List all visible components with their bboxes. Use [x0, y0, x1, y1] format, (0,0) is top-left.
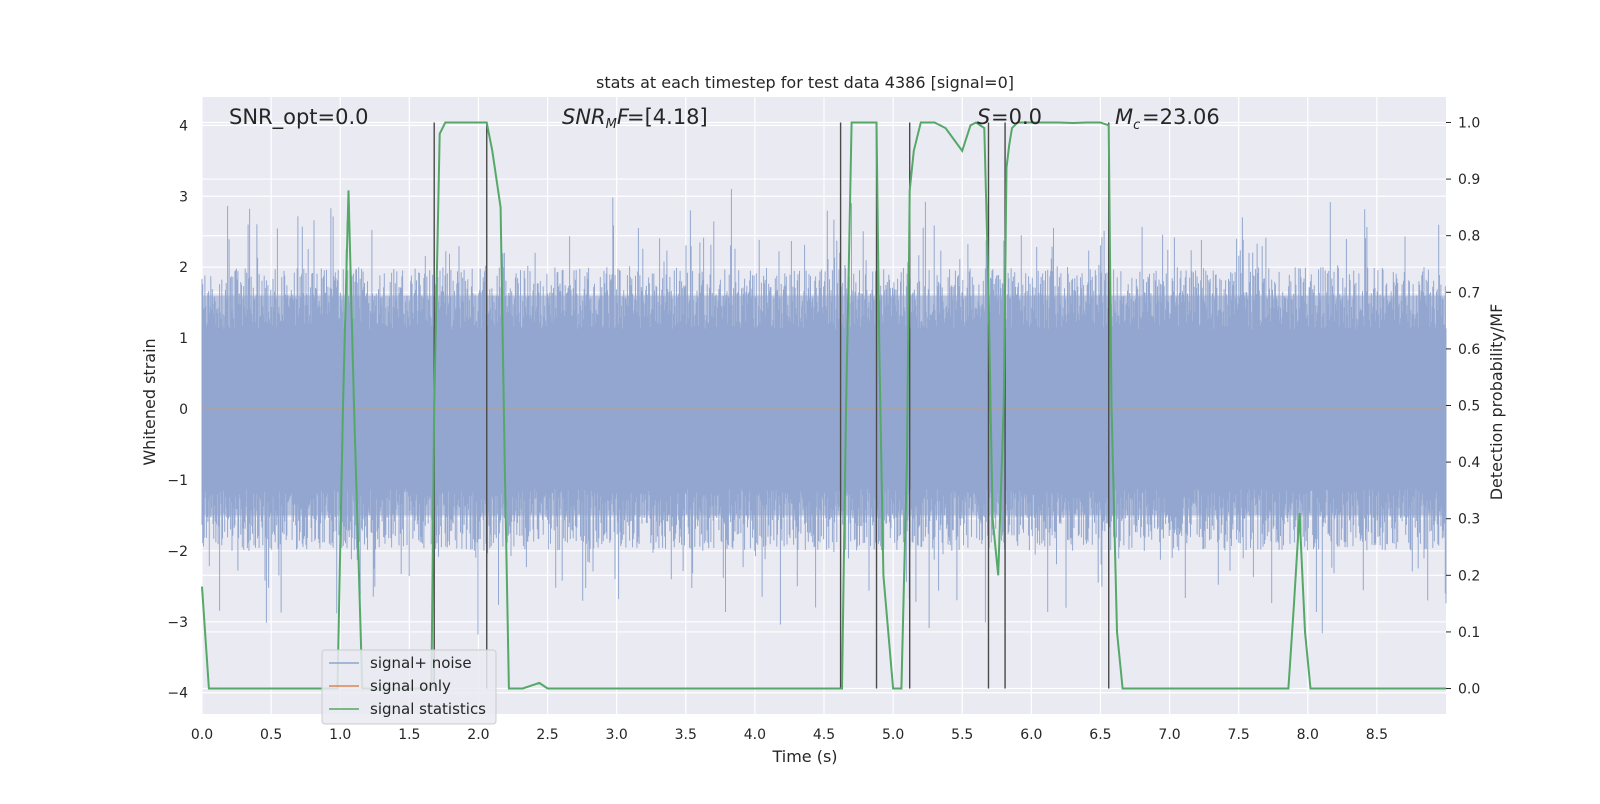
legend-label-noise: signal+ noise	[370, 654, 472, 672]
x-tick-label: 0.0	[191, 727, 213, 743]
x-tick-label: 8.5	[1366, 727, 1388, 743]
chart-title: stats at each timestep for test data 438…	[596, 73, 1014, 92]
y-tick-label-right: 0.7	[1458, 285, 1480, 301]
y-tick-label-right: 0.4	[1458, 455, 1480, 471]
y-tick-label-right: 0.8	[1458, 229, 1480, 245]
x-tick-label: 4.0	[744, 727, 766, 743]
annotation-snr-mf: SNRMF =[4.18]	[562, 105, 708, 132]
annotation-snr-mf-value: =[4.18]	[627, 105, 708, 129]
y-tick-label-right: 0.9	[1458, 172, 1480, 188]
annotation-mc-value: =23.06	[1142, 105, 1220, 129]
y-tick-label-right: 0.6	[1458, 342, 1480, 358]
legend: signal+ noise signal only signal statist…	[321, 649, 497, 725]
x-tick-label: 6.5	[1089, 727, 1111, 743]
x-tick-label: 5.5	[951, 727, 973, 743]
y-tick-label-right: 1.0	[1458, 115, 1480, 131]
y-tick-label-left: 2	[179, 260, 188, 276]
y-tick-label-left: 1	[179, 331, 188, 347]
y-ticks-right: 1.0 0.9 0.8 0.7 0.6 0.5 0.4 0.3 0.2 0.1 0.0	[1446, 115, 1480, 698]
legend-label-statistics: signal statistics	[370, 700, 486, 718]
legend-label-signal-only: signal only	[370, 677, 451, 695]
y-tick-label-left: −4	[167, 686, 188, 702]
x-tick-label: 2.5	[536, 727, 558, 743]
x-axis-label: Time (s)	[771, 747, 837, 766]
annotation-s: S =0.0	[977, 105, 1042, 129]
x-tick-label: 1.0	[329, 727, 351, 743]
y-tick-label-right: 0.0	[1458, 682, 1480, 698]
annotation-s-symbol: S	[977, 105, 990, 129]
y-tick-label-right: 0.2	[1458, 568, 1480, 584]
y-tick-label-left: −2	[167, 544, 188, 560]
noise-core-band	[202, 295, 1446, 516]
annotation-snr-opt: SNR_opt=0.0	[229, 105, 369, 130]
x-tick-label: 2.0	[467, 727, 489, 743]
x-tick-label: 5.0	[882, 727, 904, 743]
y-tick-label-left: −3	[167, 615, 188, 631]
x-tick-label: 0.5	[260, 727, 282, 743]
annotation-snr-mf-symbol: SNRMF	[562, 105, 630, 132]
y-tick-label-right: 0.1	[1458, 625, 1480, 641]
x-tick-label: 3.5	[675, 727, 697, 743]
x-tick-label: 6.0	[1020, 727, 1042, 743]
y-axis-label-left: Whitened strain	[140, 338, 159, 465]
y-tick-label-left: 3	[179, 189, 188, 205]
y-ticks-left: 4 3 2 1 0 −1 −2 −3 −4	[167, 118, 188, 701]
y-tick-label-right: 0.3	[1458, 512, 1480, 528]
y-tick-label-left: 0	[179, 402, 188, 418]
x-ticks: 0.0 0.5 1.0 1.5 2.0 2.5 3.0 3.5 4.0 4.5 5.0 5.5 6.0 6…	[191, 727, 1388, 743]
statistics-line	[201, 121, 1446, 690]
y-tick-label-left: 4	[179, 118, 188, 134]
annotation-s-value: =0.0	[991, 105, 1042, 129]
x-tick-label: 4.5	[813, 727, 835, 743]
x-tick-label: 1.5	[398, 727, 420, 743]
x-tick-label: 8.0	[1297, 727, 1319, 743]
y-tick-label-left: −1	[167, 473, 188, 489]
noise-series	[201, 189, 1447, 635]
statistics-series	[201, 121, 1446, 690]
x-tick-label: 7.5	[1228, 727, 1250, 743]
y-axis-label-right: Detection probability/MF	[1487, 304, 1506, 501]
legend-box	[321, 649, 497, 725]
x-tick-label: 3.0	[606, 727, 628, 743]
annotation-mc: Mc =23.06	[1115, 105, 1220, 133]
x-tick-label: 7.0	[1158, 727, 1180, 743]
y-tick-label-right: 0.5	[1458, 399, 1480, 415]
